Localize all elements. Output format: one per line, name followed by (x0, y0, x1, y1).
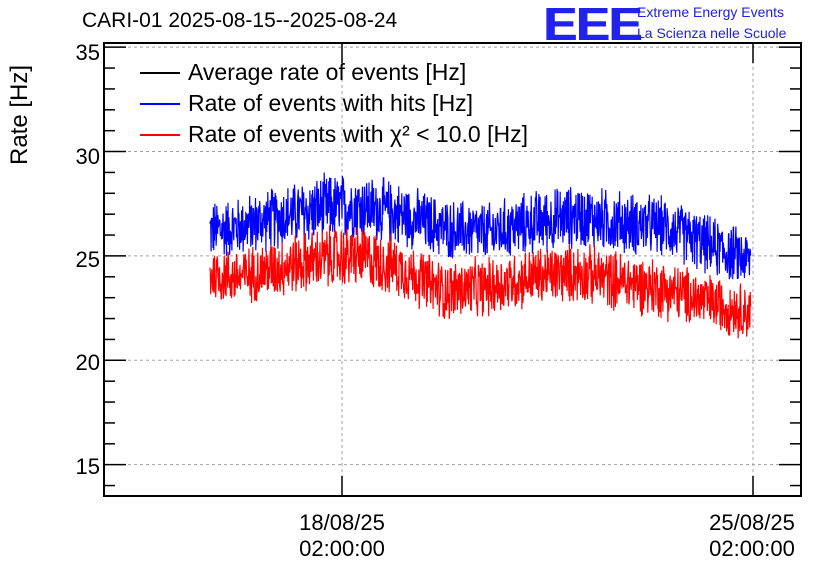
logo-line-2: La Scienza nelle Scuole (637, 25, 787, 41)
plot-frame (103, 42, 802, 497)
legend-item-average: Average rate of events [Hz] (140, 59, 466, 86)
x-tick-date-1: 18/08/25 (299, 510, 385, 535)
x-tick-date-2: 25/08/25 (709, 510, 795, 535)
legend-swatch-average (140, 71, 180, 74)
x-tick-time-2: 02:00:00 (709, 536, 795, 561)
legend-label-hits: Rate of events with hits [Hz] (188, 90, 474, 116)
y-tick-label-15: 15 (75, 454, 100, 479)
x-tick-time-1: 02:00:00 (299, 536, 385, 561)
legend-swatch-chi2 (140, 133, 180, 136)
legend-swatch-hits (140, 102, 180, 105)
y-tick-label-25: 25 (75, 247, 100, 272)
series-line-chi2 (209, 225, 752, 339)
y-axis-label: Rate [Hz] (6, 64, 33, 165)
y-tick-label-30: 30 (75, 144, 100, 169)
logo-line-1: Extreme Energy Events (637, 4, 785, 20)
eee-logo-mark: EEE (543, 0, 642, 50)
legend-item-hits: Rate of events with hits [Hz] (140, 90, 473, 117)
legend-label-chi2: Rate of events with χ² < 10.0 [Hz] (188, 121, 528, 147)
y-tick-label-20: 20 (75, 350, 100, 375)
x-tick-label-2: 25/08/25 02:00:00 (682, 510, 822, 562)
series-line-hits (209, 172, 752, 280)
x-tick-label-1: 18/08/25 02:00:00 (272, 510, 412, 562)
legend-label-average: Average rate of events [Hz] (188, 59, 467, 85)
legend-item-chi2: Rate of events with χ² < 10.0 [Hz] (140, 121, 528, 148)
y-tick-label-35: 35 (75, 40, 100, 65)
chart-title: CARI-01 2025-08-15--2025-08-24 (82, 9, 398, 32)
